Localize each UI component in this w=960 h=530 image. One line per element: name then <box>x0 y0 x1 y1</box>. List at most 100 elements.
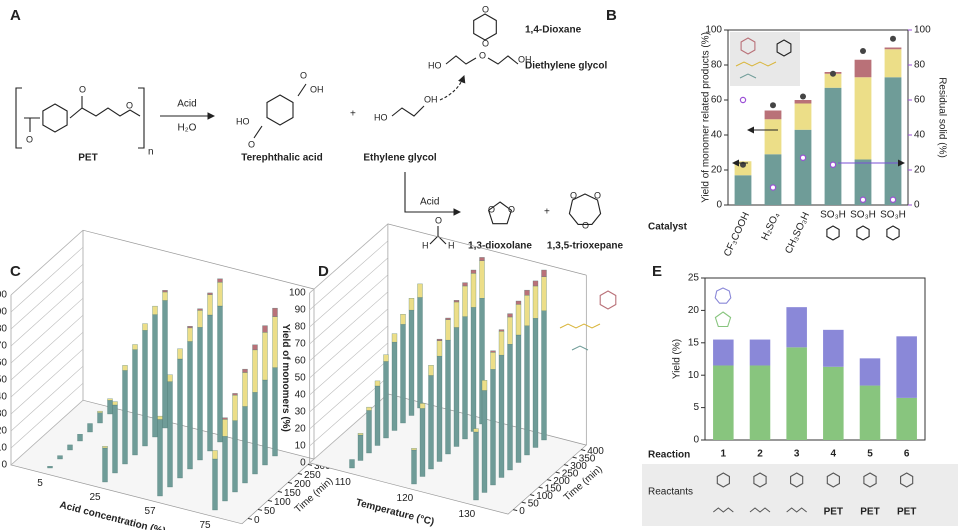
bar-segment <box>262 332 268 381</box>
bond <box>253 83 307 139</box>
t-tick <box>307 463 313 466</box>
bar-segment <box>859 358 881 386</box>
bar-segment <box>541 276 547 311</box>
t-tick-label: 250 <box>304 470 321 481</box>
bar-segment <box>515 304 522 336</box>
grid-line <box>10 331 84 398</box>
bar-segment <box>242 372 248 407</box>
atom: O <box>79 84 86 94</box>
bar-segment <box>541 269 547 277</box>
reactant-glyph <box>786 507 807 513</box>
y-tick-label: 40 <box>711 130 723 141</box>
bar-segment <box>212 458 218 511</box>
x-tick-label: 5 <box>37 478 43 489</box>
bar-segment <box>507 316 513 345</box>
ring <box>863 472 877 488</box>
bar-segment <box>222 436 228 502</box>
label: PET <box>78 153 97 164</box>
x-tick-label: 57 <box>144 506 156 517</box>
bar-segment <box>217 278 223 283</box>
y-tick-label: 25 <box>688 273 700 284</box>
bar-segment <box>408 309 415 416</box>
bar-segment <box>419 408 426 477</box>
residual-point <box>799 154 807 161</box>
atom: O <box>594 190 601 200</box>
atom: H <box>422 240 429 250</box>
bar-segment <box>453 327 460 447</box>
bar-segment <box>217 282 223 307</box>
bond <box>445 55 519 65</box>
t-tick-label: 150 <box>284 488 301 499</box>
bar-segment <box>357 434 364 461</box>
bar-segment <box>162 291 168 301</box>
bar-segment <box>57 455 63 460</box>
t-tick <box>530 494 535 497</box>
bar-segment <box>187 327 193 342</box>
bar-segment <box>417 283 423 298</box>
t-tick-label: 50 <box>264 506 276 517</box>
z-tick-label: 30 <box>0 409 7 420</box>
atom: O <box>248 139 255 149</box>
y2-tick-label: 0 <box>914 200 920 211</box>
atom: OH <box>424 94 438 104</box>
bar-segment <box>445 317 451 320</box>
z-tick-label: 30 <box>295 407 307 418</box>
y-axis-label: Yield (%) <box>672 339 683 379</box>
bar-segment <box>734 175 752 205</box>
atom: O <box>435 215 442 225</box>
z-tick-label: 50 <box>295 373 307 384</box>
bar-segment <box>222 417 228 420</box>
z-axis-label: Yield of monomers (%) <box>280 324 291 432</box>
z-tick-label: 80 <box>0 324 7 335</box>
t-tick <box>287 481 293 484</box>
bar-segment <box>366 406 372 411</box>
x-tick-label: 2 <box>757 449 763 460</box>
ring <box>886 225 900 241</box>
bar-segment <box>823 366 844 440</box>
y-tick-label: 80 <box>711 60 723 71</box>
bar-segment <box>222 419 228 437</box>
bar-segment <box>374 380 381 387</box>
yield-point <box>890 35 896 42</box>
grid-line <box>309 359 389 430</box>
bond <box>24 96 141 119</box>
bar-segment <box>436 338 443 341</box>
bar-segment <box>854 77 872 160</box>
ring <box>266 94 294 126</box>
atom: O <box>126 100 133 110</box>
panel-label: E <box>652 263 662 280</box>
bar-segment <box>764 119 782 155</box>
ring <box>776 39 792 57</box>
bar-segment <box>764 154 782 205</box>
bar-segment <box>67 444 73 451</box>
grid-line <box>10 280 84 347</box>
bar-segment <box>262 325 268 333</box>
bar-segment <box>152 314 158 438</box>
z-tick-label: 20 <box>295 424 307 435</box>
y2-axis-label: Residual solid (%) <box>936 77 947 158</box>
bar-segment <box>824 73 842 88</box>
ring <box>900 472 914 488</box>
bar-segment <box>97 410 103 413</box>
x-axis-label: Reaction <box>648 450 690 461</box>
bar-segment <box>262 379 268 466</box>
x-tick-label: SO₃H <box>820 210 846 221</box>
x-tick-label: 3 <box>794 449 800 460</box>
bar-segment <box>112 404 118 474</box>
x-tick-label: 5 <box>867 449 873 460</box>
grid-line <box>10 365 84 432</box>
z-tick-label: 70 <box>0 341 7 352</box>
y-tick-label: 20 <box>711 165 723 176</box>
bracket <box>15 87 145 149</box>
atom: O <box>508 204 515 214</box>
t-tick-label: 400 <box>587 446 604 457</box>
x-tick-label: 1 <box>721 449 727 460</box>
bar-segment <box>207 294 213 316</box>
bar-segment <box>366 410 372 454</box>
bar-segment <box>481 380 488 391</box>
t-tick-label: 0 <box>254 515 260 526</box>
t-tick-label: 50 <box>528 499 540 510</box>
bar-segment <box>383 361 389 439</box>
atom: O <box>582 220 589 230</box>
t-tick-label: 150 <box>545 484 562 495</box>
